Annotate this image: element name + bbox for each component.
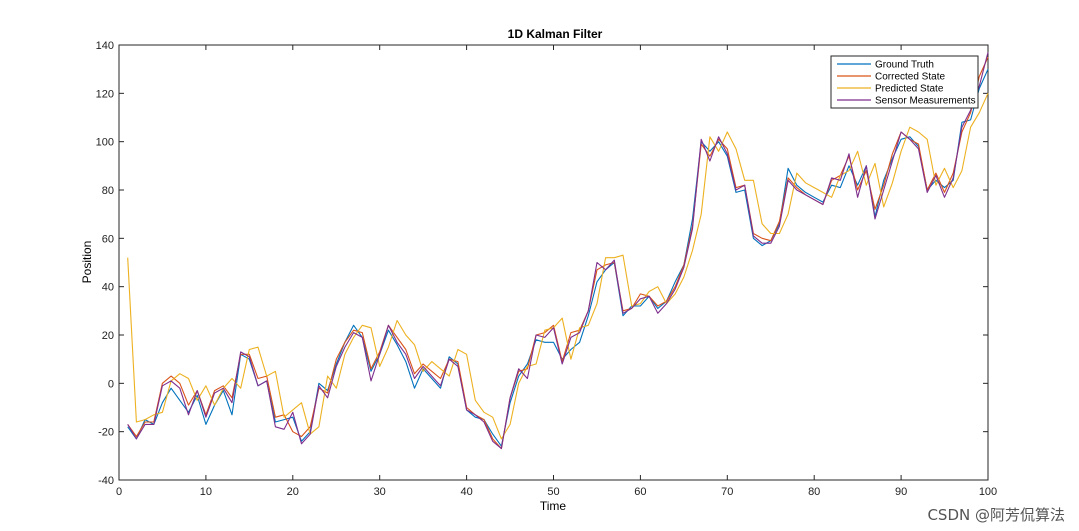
x-tick-label: 70 [721,486,733,498]
x-tick-label: 40 [460,486,472,498]
watermark: CSDN @阿芳侃算法 [927,506,1065,524]
chart-title: 1D Kalman Filter [508,27,603,41]
legend-entry: Predicted State [875,84,944,95]
y-tick-label: 120 [96,88,114,100]
y-axis-label: Position [80,241,94,284]
series-line-predicted-state [127,93,989,440]
x-tick-label: 90 [895,486,907,498]
y-tick-label: 60 [102,233,114,245]
y-tick-label: 0 [108,378,114,390]
x-tick-label: 100 [979,486,997,498]
y-tick-label: 20 [102,330,114,342]
plot-area [118,44,989,481]
y-tick-label: 100 [96,137,114,149]
x-tick-label: 10 [200,486,212,498]
legend-entry: Corrected State [875,72,945,83]
y-tick-label: 140 [96,40,114,52]
y-axis: -40 -20 0 20 40 60 80 100 120 140 [96,40,988,487]
x-axis-label: Time [540,499,567,513]
x-tick-label: 0 [116,486,122,498]
y-tick-label: -20 [98,427,114,439]
legend-box [830,55,979,109]
legend-entry: Ground Truth [875,60,934,71]
series-line-sensor-measurements [127,52,989,450]
plot-frame [118,44,989,481]
y-tick-label: 40 [102,282,114,294]
y-tick-label: -40 [98,475,114,487]
series-lines [127,52,989,450]
x-tick-label: 50 [547,486,559,498]
x-axis: 0 10 20 30 40 50 60 70 80 90 100 [116,45,997,498]
y-tick-label: 80 [102,185,114,197]
x-tick-label: 30 [374,486,386,498]
x-tick-label: 20 [287,486,299,498]
legend-entry: Sensor Measurements [875,96,976,107]
x-tick-label: 60 [634,486,646,498]
x-tick-label: 80 [808,486,820,498]
